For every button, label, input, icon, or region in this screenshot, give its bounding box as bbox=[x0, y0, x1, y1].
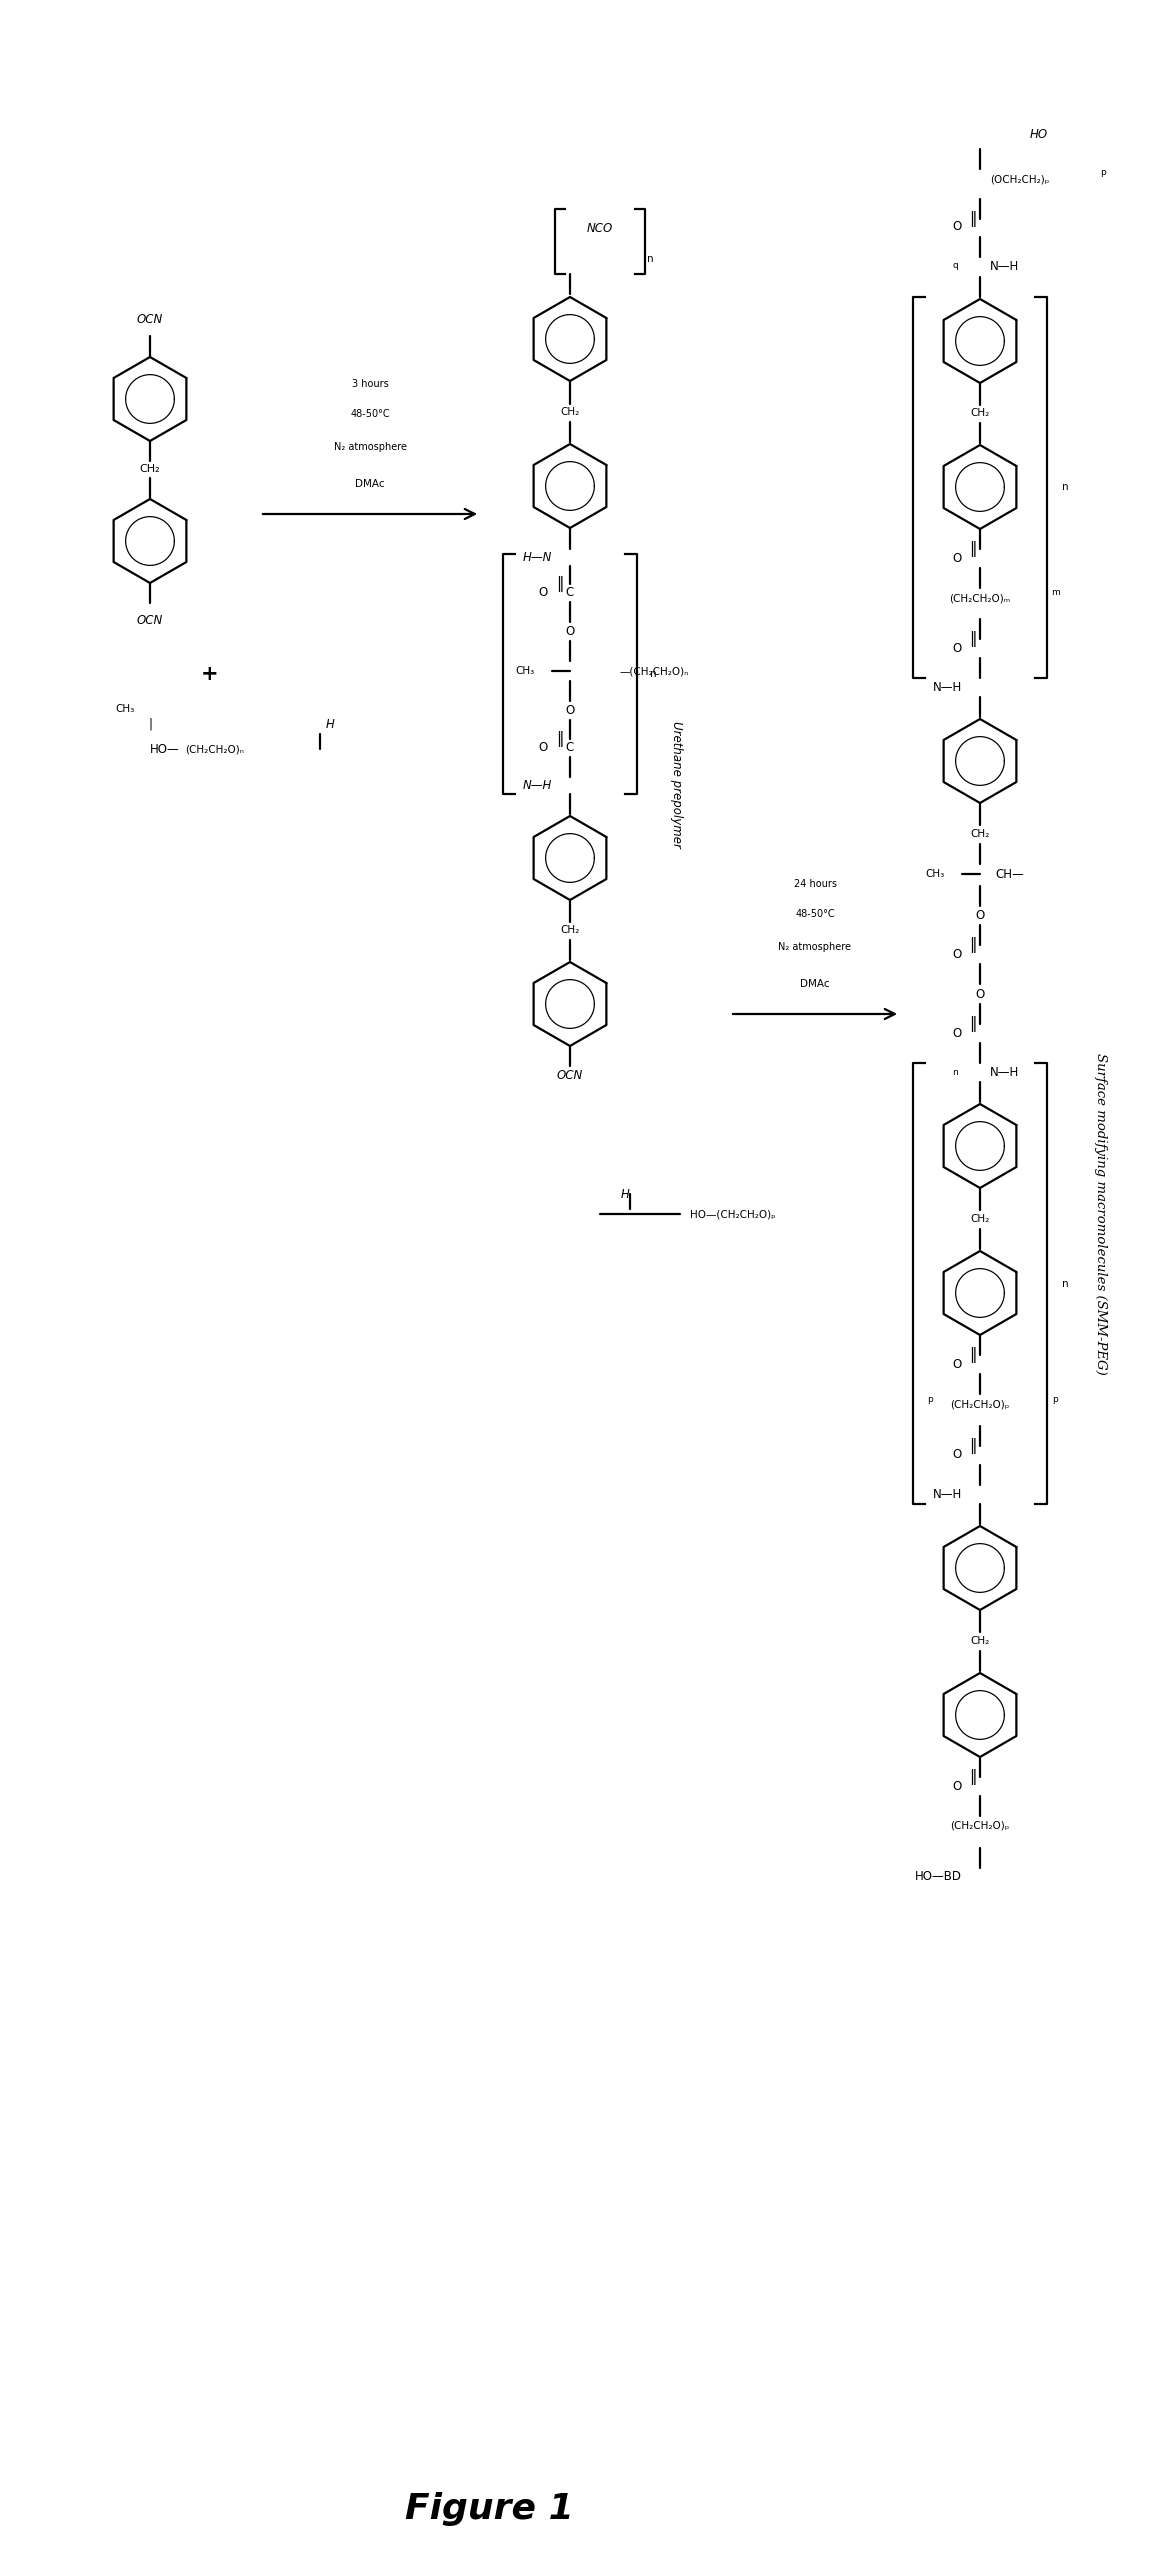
Text: 3 hours: 3 hours bbox=[352, 379, 389, 390]
Text: O: O bbox=[953, 1779, 961, 1792]
Text: CH₂: CH₂ bbox=[971, 1213, 989, 1223]
Text: ‖: ‖ bbox=[556, 731, 563, 746]
Text: O: O bbox=[953, 641, 961, 654]
Text: 48-50°C: 48-50°C bbox=[350, 410, 390, 418]
Text: DMAc: DMAc bbox=[355, 479, 385, 490]
Text: CH₃: CH₃ bbox=[115, 705, 135, 713]
Text: O: O bbox=[953, 1356, 961, 1372]
Text: O: O bbox=[975, 908, 985, 920]
Text: Surface modifying macromolecules (SMM-PEG): Surface modifying macromolecules (SMM-PE… bbox=[1093, 1054, 1107, 1374]
Text: O: O bbox=[566, 703, 575, 715]
Text: HO—: HO— bbox=[150, 744, 180, 756]
Text: p: p bbox=[1052, 1395, 1058, 1403]
Text: NCO: NCO bbox=[587, 223, 613, 236]
Text: O: O bbox=[539, 741, 548, 754]
Text: CH₂: CH₂ bbox=[971, 408, 989, 418]
Text: CH₂: CH₂ bbox=[560, 408, 580, 418]
Text: H: H bbox=[622, 1187, 630, 1200]
Text: n: n bbox=[1062, 482, 1069, 492]
Text: C: C bbox=[566, 741, 574, 754]
Text: HO—BD: HO—BD bbox=[915, 1872, 961, 1885]
Text: N—H: N—H bbox=[523, 779, 552, 792]
Text: ‖: ‖ bbox=[970, 1769, 977, 1785]
Text: N—H: N—H bbox=[932, 1487, 961, 1500]
Text: N—H: N—H bbox=[991, 259, 1020, 272]
Text: (CH₂CH₂O)ₘ: (CH₂CH₂O)ₘ bbox=[950, 592, 1010, 603]
Text: ‖: ‖ bbox=[970, 210, 977, 228]
Text: N₂ atmosphere: N₂ atmosphere bbox=[779, 941, 852, 951]
Text: CH₂: CH₂ bbox=[560, 926, 580, 936]
Text: O: O bbox=[566, 626, 575, 638]
Text: C: C bbox=[566, 585, 574, 597]
Text: n: n bbox=[647, 254, 653, 264]
Text: 48-50°C: 48-50°C bbox=[795, 910, 835, 918]
Text: +: + bbox=[201, 664, 219, 685]
Text: OCN: OCN bbox=[137, 313, 163, 326]
Text: CH₂: CH₂ bbox=[971, 1636, 989, 1646]
Text: O: O bbox=[953, 551, 961, 564]
Text: (CH₂CH₂O)ₚ: (CH₂CH₂O)ₚ bbox=[950, 1820, 1009, 1831]
Text: CH₃: CH₃ bbox=[925, 869, 945, 879]
Text: (OCH₂CH₂)ₚ: (OCH₂CH₂)ₚ bbox=[991, 174, 1049, 185]
Text: HO: HO bbox=[1030, 128, 1048, 141]
Text: CH—: CH— bbox=[995, 867, 1024, 879]
Text: N₂ atmosphere: N₂ atmosphere bbox=[334, 441, 406, 451]
Text: Urethane prepolymer: Urethane prepolymer bbox=[670, 720, 683, 849]
Text: N—H: N—H bbox=[932, 679, 961, 692]
Text: Figure 1: Figure 1 bbox=[405, 2492, 573, 2526]
Text: DMAc: DMAc bbox=[800, 979, 830, 990]
Text: ‖: ‖ bbox=[970, 936, 977, 954]
Text: ‖: ‖ bbox=[970, 1438, 977, 1454]
Text: (CH₂CH₂O)ₙ: (CH₂CH₂O)ₙ bbox=[185, 744, 244, 754]
Text: ‖: ‖ bbox=[970, 631, 977, 646]
Text: CH₂: CH₂ bbox=[971, 828, 989, 838]
Text: m: m bbox=[1051, 587, 1059, 597]
Text: HO—(CH₂CH₂O)ₚ: HO—(CH₂CH₂O)ₚ bbox=[690, 1210, 775, 1218]
Text: ‖: ‖ bbox=[556, 577, 563, 592]
Text: 24 hours: 24 hours bbox=[794, 879, 837, 890]
Text: n: n bbox=[650, 669, 656, 679]
Text: O: O bbox=[953, 1026, 961, 1038]
Text: O: O bbox=[975, 987, 985, 1000]
Text: ‖: ‖ bbox=[970, 1346, 977, 1364]
Text: CH₂: CH₂ bbox=[140, 464, 161, 474]
Text: p: p bbox=[927, 1395, 932, 1403]
Text: O: O bbox=[953, 221, 961, 233]
Text: CH₃: CH₃ bbox=[516, 667, 535, 677]
Text: O: O bbox=[953, 949, 961, 962]
Text: H—N: H—N bbox=[523, 551, 552, 564]
Text: ‖: ‖ bbox=[970, 541, 977, 556]
Text: (CH₂CH₂O)ₚ: (CH₂CH₂O)ₚ bbox=[950, 1400, 1009, 1410]
Text: N—H: N—H bbox=[991, 1067, 1020, 1079]
Text: n: n bbox=[952, 1067, 958, 1077]
Text: OCN: OCN bbox=[137, 613, 163, 626]
Text: q: q bbox=[952, 262, 958, 269]
Text: |: | bbox=[148, 718, 152, 731]
Text: n: n bbox=[1062, 1279, 1069, 1290]
Text: —(CH₂CH₂O)ₙ: —(CH₂CH₂O)ₙ bbox=[620, 667, 689, 677]
Text: ‖: ‖ bbox=[970, 1015, 977, 1031]
Text: O: O bbox=[539, 585, 548, 597]
Text: H: H bbox=[326, 718, 334, 731]
Text: p: p bbox=[1100, 167, 1106, 177]
Text: O: O bbox=[953, 1449, 961, 1461]
Text: OCN: OCN bbox=[556, 1069, 583, 1082]
